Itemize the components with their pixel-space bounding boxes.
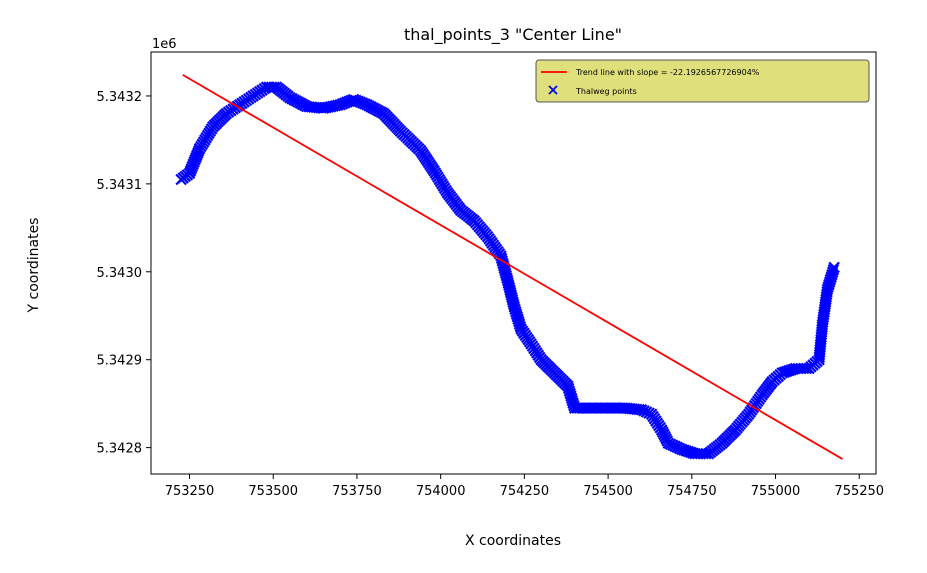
legend-thalweg-label: Thalweg points bbox=[575, 87, 637, 96]
y-tick-label: 5.3430 bbox=[97, 266, 143, 281]
x-axis-label: X coordinates bbox=[465, 533, 561, 549]
legend-box bbox=[535, 59, 870, 103]
x-tick-label: 753250 bbox=[165, 484, 215, 499]
y-tick-label: 5.3431 bbox=[97, 178, 143, 193]
y-axis-label: Y coordinates bbox=[26, 218, 42, 314]
legend-trend-label: Trend line with slope = -22.192656772690… bbox=[575, 68, 760, 77]
series-layer bbox=[175, 74, 843, 460]
x-tick-label: 753750 bbox=[332, 484, 382, 499]
x-tick-label: 754500 bbox=[583, 484, 633, 499]
x-tick-label: 754000 bbox=[416, 484, 466, 499]
y-tick-label: 5.3428 bbox=[97, 442, 143, 457]
y-tick-label: 5.3429 bbox=[97, 354, 143, 369]
y-tick-label: 5.3432 bbox=[97, 90, 143, 105]
x-tick-label: 753500 bbox=[248, 484, 298, 499]
thalweg-point bbox=[827, 264, 840, 276]
x-tick-label: 754750 bbox=[667, 484, 717, 499]
plot-frame bbox=[150, 51, 877, 475]
x-tick-layer: 753250 753500 753750 754000 754250 754500 7547… bbox=[165, 474, 884, 499]
trend-line bbox=[182, 74, 843, 460]
y-tick-layer: 5.3428 5.3429 5.3430 5.3431 5.3432 bbox=[97, 90, 151, 457]
x-tick-label: 755000 bbox=[751, 484, 801, 499]
x-tick-label: 754250 bbox=[500, 484, 550, 499]
chart-title: thal_points_3 "Center Line" bbox=[404, 25, 622, 45]
legend-thalweg-swatch bbox=[548, 85, 558, 95]
y-offset-label: 1e6 bbox=[152, 37, 177, 52]
x-tick-label: 755250 bbox=[834, 484, 884, 499]
thalweg-point bbox=[828, 261, 840, 274]
legend: Trend line with slope = -22.192656772690… bbox=[535, 59, 870, 103]
